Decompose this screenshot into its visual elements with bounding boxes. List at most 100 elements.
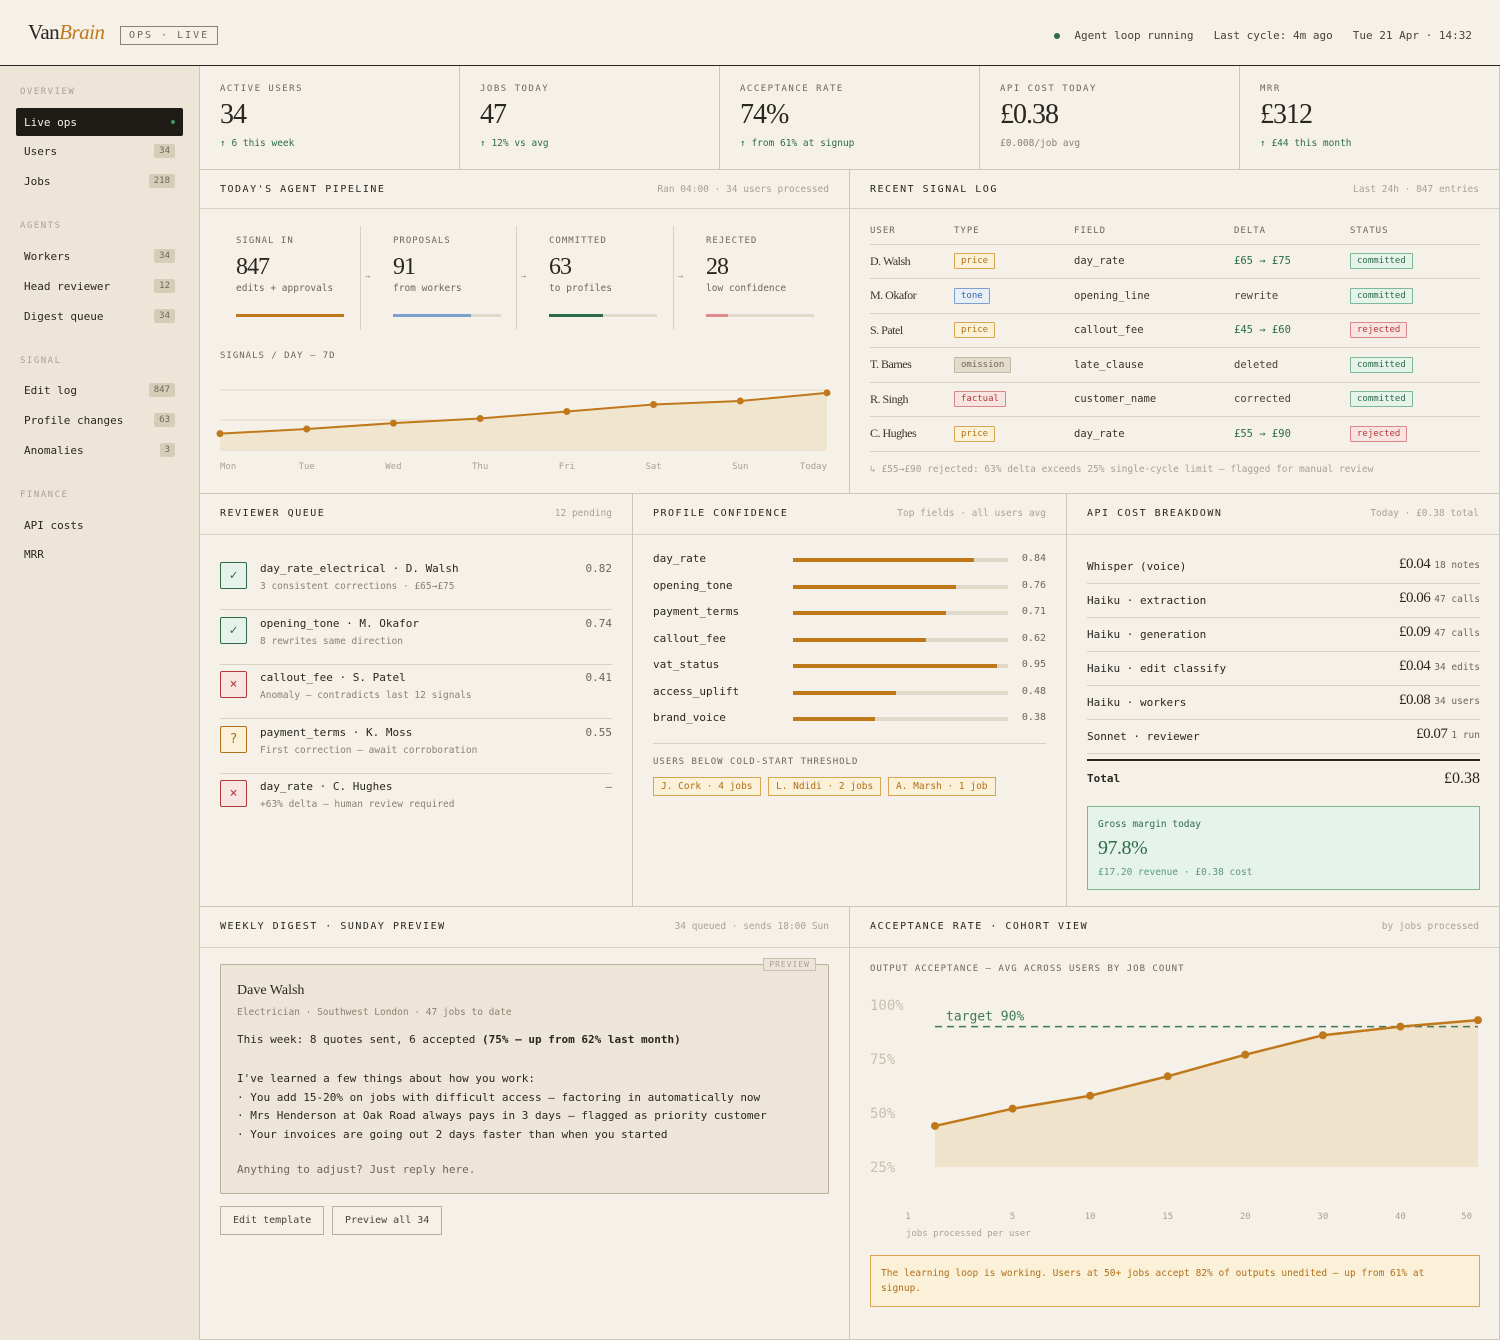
signal-log-row[interactable]: T. Barnes omission late_clause deleted c…	[870, 347, 1480, 383]
cost-title: API COST BREAKDOWN	[1087, 508, 1223, 519]
x-tick-label: Tue	[299, 462, 315, 472]
cost-item-value: £0.04	[1398, 556, 1431, 572]
edit-template-button[interactable]: Edit template	[220, 1206, 325, 1235]
reject-x-icon[interactable]: ×	[220, 671, 247, 698]
log-delta: corrected	[1234, 382, 1350, 417]
queue-item[interactable]: ✓ day_rate_electrical · D. Walsh 3 consi…	[220, 556, 612, 610]
confidence-fill	[793, 558, 974, 562]
cost-item-unit: 18 notes	[1434, 560, 1480, 571]
stage-rejected: REJECTED 28 low confidence	[706, 236, 862, 330]
digest-preview-card: PREVIEW Dave Walsh Electrician · Southwe…	[220, 958, 829, 1194]
kpi-jobs-today: JOBS TODAY 47 ↑ 12% vs avg	[460, 66, 720, 170]
logo: VanBrain	[28, 20, 105, 44]
confidence-track	[793, 637, 1008, 642]
x-tick-label: 20	[1240, 1212, 1251, 1222]
queue-item-title: day_rate · C. Hughes	[260, 780, 393, 793]
log-delta: £55 → £90	[1234, 416, 1350, 452]
sidebar-item-edit-log[interactable]: Edit log 847	[16, 376, 183, 404]
signal-log-row[interactable]: D. Walsh price day_rate £65 → £75 commit…	[870, 244, 1480, 279]
queue-item-desc: +63% delta — human review required	[260, 799, 455, 810]
queue-item[interactable]: ✓ opening_tone · M. Okafor 8 rewrites sa…	[220, 611, 612, 665]
sidebar-item-anomalies[interactable]: Anomalies 3	[16, 436, 183, 464]
stage-bar-fill	[393, 314, 471, 317]
type-chip: omission	[954, 356, 1012, 373]
cost-row: Sonnet · reviewer £0.07 1 run	[1087, 720, 1480, 754]
confidence-row: opening_tone 0.76	[653, 579, 1046, 599]
cohort-chart-title: OUTPUT ACCEPTANCE — AVG ACROSS USERS BY …	[870, 964, 1185, 974]
reject-x-icon[interactable]: ×	[220, 780, 247, 807]
queue-item-desc: 3 consistent corrections · £65→£75	[260, 581, 455, 592]
log-field: day_rate	[1074, 416, 1234, 452]
y-tick-label: 25%	[870, 1160, 896, 1176]
log-field: day_rate	[1074, 244, 1234, 279]
type-chip: tone	[954, 287, 990, 304]
stage-bar	[549, 314, 657, 317]
datetime: Tue 21 Apr · 14:32	[1352, 29, 1472, 42]
status-badge: committed	[1350, 287, 1413, 304]
stage-bar	[706, 314, 814, 317]
signal-log-row[interactable]: R. Singh factual customer_name corrected…	[870, 382, 1480, 417]
sidebar-item-workers[interactable]: Workers 34	[16, 242, 183, 270]
cost-item-value: £0.04	[1398, 658, 1431, 674]
sidebar-item-live-ops[interactable]: Live ops	[16, 108, 183, 136]
digest-title: WEEKLY DIGEST · SUNDAY PREVIEW	[220, 921, 446, 932]
type-chip: price	[954, 322, 996, 339]
cost-item-unit: 34 edits	[1434, 662, 1480, 673]
acceptance-point	[1163, 1072, 1172, 1081]
cold-user-chip[interactable]: L. Ndidi · 2 jobs	[768, 777, 882, 796]
acceptance-point	[1474, 1016, 1482, 1025]
cost-item-name: Whisper (voice)	[1087, 560, 1187, 573]
confidence-field: brand_voice	[653, 711, 726, 724]
sidebar-item-api-costs[interactable]: API costs	[24, 518, 84, 532]
signals-point	[650, 401, 658, 408]
confidence-row: brand_voice 0.38	[653, 711, 1046, 731]
preview-tag: PREVIEW	[763, 958, 816, 971]
check-icon[interactable]: ✓	[220, 562, 247, 589]
sidebar-item-digest-queue[interactable]: Digest queue 34	[16, 302, 183, 330]
queue-item-title: callout_fee · S. Patel	[260, 671, 406, 684]
signal-log-row[interactable]: M. Okafor tone opening_line rewrite comm…	[870, 278, 1480, 314]
preview-all-button[interactable]: Preview all 34	[332, 1206, 443, 1235]
acceptance-point	[1086, 1091, 1095, 1100]
arrow-icon: →	[521, 272, 527, 282]
sidebar-item-mrr[interactable]: MRR	[24, 547, 44, 561]
signal-log-row[interactable]: C. Hughes price day_rate £55 → £90 rejec…	[870, 416, 1480, 452]
confidence-value: 0.95	[1021, 659, 1046, 670]
cost-item-name: Haiku · generation	[1087, 628, 1207, 641]
digest-meta: 34 queued · sends 18:00 Sun	[674, 921, 829, 932]
signals-point	[476, 415, 484, 422]
y-tick-label: 100%	[870, 998, 904, 1014]
cohort-acceptance-chart: 100%75%50%25%target 90%1 5 10 15 20 30 40 50job…	[870, 998, 1482, 1239]
last-cycle: Last cycle: 4m ago	[1213, 29, 1333, 42]
queue-item[interactable]: × day_rate · C. Hughes +63% delta — huma…	[220, 774, 612, 828]
sidebar-item-jobs[interactable]: Jobs 218	[16, 167, 183, 195]
stage-bar-fill	[549, 314, 603, 317]
check-icon[interactable]: ✓	[220, 616, 247, 644]
stage-bar	[393, 314, 501, 317]
sidebar-item-profile-changes[interactable]: Profile changes 63	[16, 406, 183, 434]
signals-point	[303, 425, 311, 433]
cost-item-unit: 47 calls	[1434, 628, 1480, 639]
status-badge: committed	[1350, 391, 1413, 408]
signals-line	[219, 391, 828, 435]
queue-item[interactable]: ? payment_terms · K. Moss First correcti…	[220, 720, 612, 774]
queue-item[interactable]: × callout_fee · S. Patel Anomaly — contr…	[220, 665, 612, 719]
cold-user-chip[interactable]: J. Cork · 4 jobs	[653, 777, 761, 796]
cold-user-chip[interactable]: A. Marsh · 1 job	[888, 777, 996, 796]
signal-log-note: ↳ £55→£90 rejected: 63% delta exceeds 25…	[870, 464, 1374, 475]
confidence-fill	[793, 637, 927, 642]
signal-log-row[interactable]: S. Patel price callout_fee £45 → £60 rej…	[870, 313, 1480, 348]
x-tick-label: 1	[905, 1212, 910, 1222]
stage-proposals: PROPOSALS 91 from workers	[393, 236, 549, 330]
x-tick-label: Fri	[559, 462, 575, 472]
signal-log-meta: Last 24h · 847 entries	[1353, 184, 1479, 195]
acceptance-point	[1396, 1022, 1405, 1031]
acceptance-area	[935, 1020, 1478, 1167]
sidebar-item-head-reviewer[interactable]: Head reviewer 12	[16, 272, 183, 300]
sidebar-item-users[interactable]: Users 34	[16, 137, 183, 165]
question-icon[interactable]: ?	[220, 725, 247, 753]
cost-item-value: £0.08	[1398, 692, 1431, 708]
queue-item-score: 0.55	[585, 725, 613, 739]
x-tick-label: Thu	[472, 462, 488, 472]
queue-item-title: payment_terms · K. Moss	[260, 725, 413, 739]
